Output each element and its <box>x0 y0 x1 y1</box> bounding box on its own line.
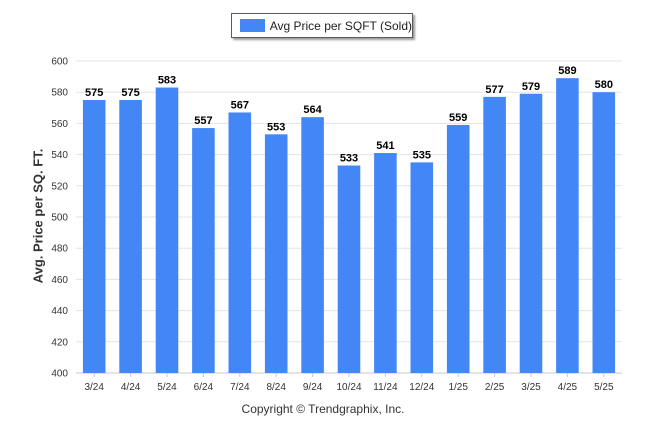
data-label: 567 <box>231 99 249 111</box>
y-tick-label: 440 <box>51 306 68 317</box>
bar <box>82 100 106 373</box>
x-tick-label: 8/24 <box>266 382 286 393</box>
y-tick-label: 500 <box>51 213 68 224</box>
data-label: 580 <box>595 79 613 91</box>
y-tick-label: 520 <box>51 181 68 192</box>
y-tick-label: 480 <box>51 244 68 255</box>
x-tick-label: 5/25 <box>594 382 614 393</box>
axes <box>76 372 622 377</box>
y-tick-label: 420 <box>51 337 68 348</box>
bars <box>82 78 616 374</box>
x-tick-label: 4/25 <box>558 382 578 393</box>
x-tick-label: 9/24 <box>303 382 323 393</box>
bar <box>446 124 470 374</box>
bar <box>337 165 361 373</box>
data-label: 575 <box>121 87 139 99</box>
bar <box>483 96 506 373</box>
x-tick-label: 4/24 <box>121 382 141 393</box>
y-tick-label: 540 <box>51 150 68 161</box>
data-label: 575 <box>85 87 103 99</box>
x-tick-label: 3/24 <box>84 382 104 393</box>
x-tick-label: 1/25 <box>448 382 468 393</box>
bar <box>374 153 397 373</box>
x-tick-label: 6/24 <box>194 382 214 393</box>
x-tick-label: 10/24 <box>336 382 361 393</box>
y-tick-label: 460 <box>51 275 68 286</box>
data-label: 559 <box>449 112 467 124</box>
x-tick-label: 5/24 <box>157 382 177 393</box>
y-tick-label: 600 <box>51 57 68 68</box>
data-label: 533 <box>340 153 358 165</box>
legend: Avg Price per SQFT (Sold) <box>231 13 413 38</box>
bar <box>592 92 616 373</box>
bar <box>410 162 434 373</box>
data-label: 541 <box>376 140 394 152</box>
x-tick-label: 7/24 <box>230 382 250 393</box>
legend-swatch <box>240 19 265 32</box>
bar <box>228 112 252 373</box>
data-label: 583 <box>158 75 176 87</box>
bar <box>192 128 215 373</box>
bar <box>155 87 179 374</box>
data-label: 564 <box>303 104 322 116</box>
x-tick-label: 3/25 <box>521 382 541 393</box>
x-tick-label: 11/24 <box>373 382 398 393</box>
y-tick-label: 580 <box>51 88 68 99</box>
data-labels: 575 575 583 557 567 553 564 533 541 535 559 577 579 5… <box>85 65 613 164</box>
y-tick-label: 560 <box>51 119 68 130</box>
y-axis-label: Avg. Price per SQ. FT. <box>30 148 46 284</box>
data-label: 535 <box>413 149 431 161</box>
data-label: 577 <box>485 84 503 96</box>
y-tick-label: 400 <box>51 369 68 380</box>
data-label: 557 <box>194 115 212 127</box>
data-label: 553 <box>267 121 285 133</box>
bar <box>519 93 543 373</box>
x-tick-label: 2/25 <box>485 382 505 393</box>
data-label: 589 <box>558 65 576 77</box>
copyright-footer: Copyright © Trendgraphix, Inc. <box>241 402 405 416</box>
bar <box>556 78 579 373</box>
data-label: 579 <box>522 81 540 93</box>
tick-labels: 400 420 440 460 480 500 520 540 560 580 600 3/24 4/2… <box>51 57 614 394</box>
legend-label: Avg Price per SQFT (Sold) <box>269 18 412 33</box>
bar <box>301 117 324 373</box>
bar <box>119 100 142 373</box>
bar <box>264 134 288 373</box>
x-tick-label: 12/24 <box>409 382 434 393</box>
